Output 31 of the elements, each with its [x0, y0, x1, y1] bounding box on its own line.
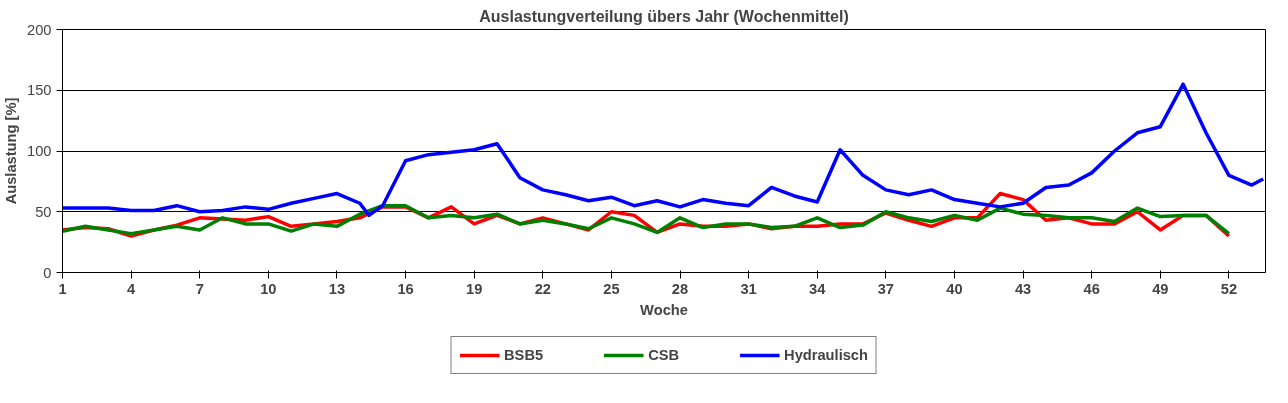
x-tick-label: 25 [603, 280, 620, 297]
legend-label: BSB5 [504, 347, 544, 363]
y-tick-label: 100 [27, 143, 52, 159]
x-tick-label: 7 [195, 280, 204, 297]
chart-title: Auslastungverteilung übers Jahr (Wochenmittel) [479, 7, 849, 25]
x-tick-label: 22 [534, 280, 551, 297]
legend-label: CSB [648, 347, 680, 363]
x-tick-label: 13 [328, 280, 346, 297]
x-axis-title: Woche [640, 301, 688, 318]
y-tick-label: 200 [27, 21, 52, 38]
x-tick-label: 40 [946, 280, 963, 297]
x-tick-label: 52 [1220, 280, 1238, 297]
x-tick-label: 34 [809, 280, 827, 297]
x-tick-label: 10 [260, 280, 277, 297]
x-tick-label: 37 [877, 280, 895, 297]
legend-label: Hydraulisch [784, 347, 868, 363]
x-tick-label: 31 [740, 280, 757, 297]
x-tick-label: 4 [127, 280, 137, 297]
line-series [62, 82, 1265, 218]
x-tick-label: 49 [1152, 280, 1169, 297]
x-tick-label: 16 [397, 280, 414, 297]
y-tick-label: 150 [27, 82, 52, 99]
x-tick-label: 28 [671, 280, 689, 297]
x-tick-label: 46 [1083, 280, 1100, 297]
y-axis-title: Auslastung [%] [3, 97, 20, 205]
x-tick-label: 1 [58, 280, 67, 297]
x-tick-label: 19 [466, 280, 483, 297]
x-tick-label: 43 [1014, 280, 1032, 297]
line-series [62, 203, 1231, 236]
y-tick-label: 0 [43, 264, 52, 281]
y-tick-label: 50 [35, 203, 52, 220]
